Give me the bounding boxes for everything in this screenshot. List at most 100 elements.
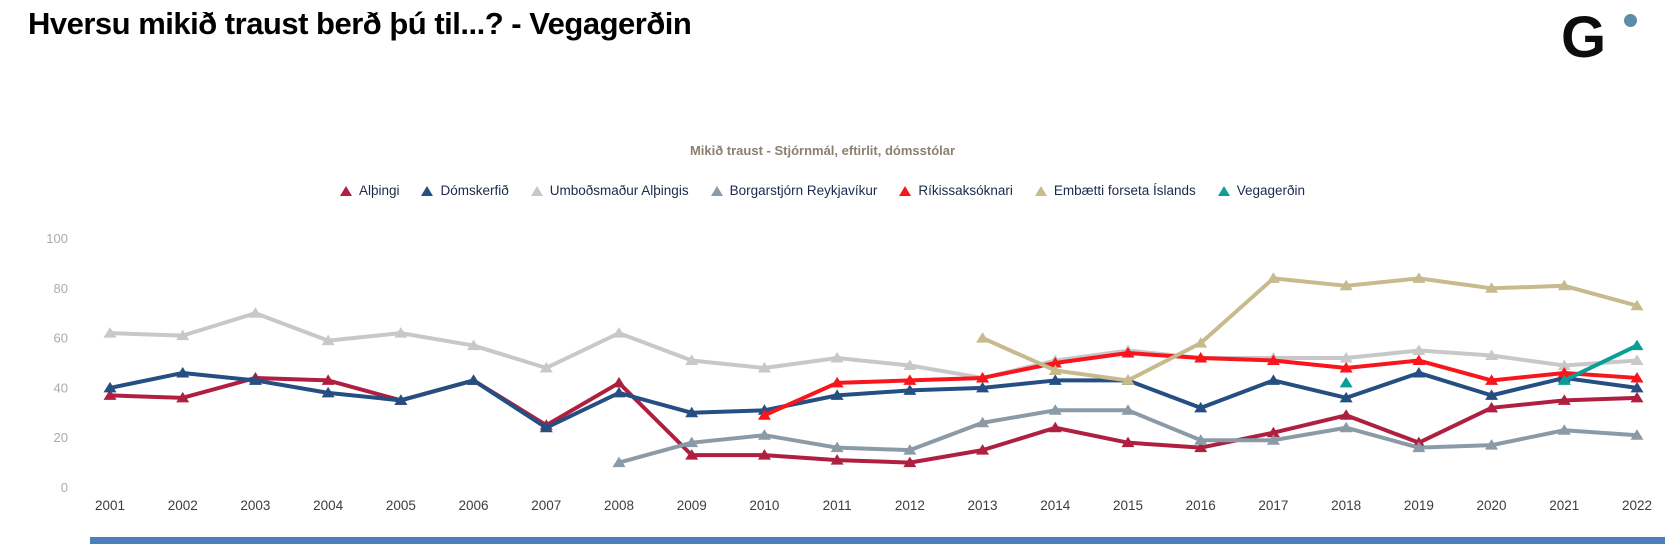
data-point-marker[interactable] <box>1412 344 1426 356</box>
data-point-marker[interactable] <box>1266 426 1280 438</box>
data-point-marker[interactable] <box>539 421 553 433</box>
data-point-marker[interactable] <box>176 329 190 341</box>
data-point-marker[interactable] <box>1557 359 1571 370</box>
data-point-marker[interactable] <box>1194 337 1208 348</box>
data-point-marker[interactable] <box>1048 421 1062 433</box>
data-point-marker[interactable] <box>1630 299 1644 311</box>
data-point-marker[interactable] <box>1339 352 1353 363</box>
data-point-marker[interactable] <box>1266 272 1280 283</box>
legend-item-2[interactable]: Dómskerfið <box>421 183 509 198</box>
data-point-marker[interactable] <box>394 394 408 405</box>
data-point-marker[interactable] <box>394 327 408 338</box>
data-point-marker[interactable] <box>903 359 917 370</box>
data-point-marker[interactable] <box>1339 409 1353 420</box>
data-point-marker[interactable] <box>757 449 771 460</box>
data-point-marker[interactable] <box>1630 371 1644 383</box>
data-point-marker[interactable] <box>176 391 190 403</box>
data-point-marker[interactable] <box>830 441 844 453</box>
data-point-marker[interactable] <box>903 384 917 395</box>
data-point-marker[interactable] <box>685 354 699 366</box>
data-point-marker[interactable] <box>685 449 699 460</box>
data-point-marker[interactable] <box>976 444 990 455</box>
data-point-marker[interactable] <box>1630 354 1644 366</box>
data-point-marker[interactable] <box>612 376 626 388</box>
data-point-marker[interactable] <box>612 456 626 468</box>
data-point-marker[interactable] <box>1485 349 1499 361</box>
data-point-marker[interactable] <box>1630 381 1644 393</box>
legend-item-5[interactable]: Ríkissaksóknari <box>899 183 1013 198</box>
data-point-marker[interactable] <box>1412 354 1426 366</box>
data-point-marker[interactable] <box>1412 272 1426 283</box>
data-point-marker[interactable] <box>830 352 844 363</box>
data-point-marker[interactable] <box>1194 352 1208 363</box>
data-point-marker[interactable] <box>248 374 262 385</box>
data-point-marker[interactable] <box>903 444 917 455</box>
legend-item-7[interactable]: Vegagerðin <box>1217 183 1305 198</box>
data-point-marker[interactable] <box>757 409 771 420</box>
data-point-marker[interactable] <box>1339 391 1353 403</box>
data-point-marker[interactable] <box>321 374 335 385</box>
data-point-marker[interactable] <box>176 366 190 378</box>
data-point-marker[interactable] <box>830 389 844 400</box>
data-point-marker[interactable] <box>1485 282 1499 293</box>
data-point-marker[interactable] <box>1194 434 1208 445</box>
data-point-marker[interactable] <box>1121 436 1135 448</box>
data-point-marker[interactable] <box>1266 354 1280 366</box>
data-point-marker[interactable] <box>612 386 626 398</box>
data-point-marker[interactable] <box>467 339 481 351</box>
legend-item-1[interactable]: Alþingi <box>339 183 399 198</box>
data-point-marker[interactable] <box>830 376 844 388</box>
data-point-marker[interactable] <box>976 371 990 383</box>
data-point-marker[interactable] <box>757 361 771 373</box>
data-point-marker[interactable] <box>976 416 990 428</box>
legend-item-4[interactable]: Borgarstjórn Reykjavíkur <box>710 183 877 198</box>
data-point-marker[interactable] <box>1485 401 1499 413</box>
data-point-marker[interactable] <box>1557 366 1571 378</box>
data-point-marker[interactable] <box>1266 374 1280 385</box>
data-point-marker[interactable] <box>1630 391 1644 403</box>
data-point-marker[interactable] <box>1557 424 1571 435</box>
data-point-marker[interactable] <box>1048 364 1062 375</box>
data-point-marker[interactable] <box>1121 374 1135 385</box>
data-point-marker[interactable] <box>1121 347 1135 358</box>
data-point-marker[interactable] <box>903 374 917 385</box>
data-point-marker[interactable] <box>1630 339 1644 351</box>
data-point-marker[interactable] <box>1048 357 1062 368</box>
data-point-marker[interactable] <box>103 327 117 338</box>
data-point-marker[interactable] <box>685 406 699 418</box>
data-point-marker[interactable] <box>976 332 990 343</box>
data-point-marker[interactable] <box>1266 434 1280 445</box>
data-point-marker[interactable] <box>1412 366 1426 378</box>
data-point-marker[interactable] <box>321 334 335 346</box>
data-point-marker[interactable] <box>467 374 481 385</box>
data-point-marker[interactable] <box>1121 404 1135 415</box>
data-point-marker[interactable] <box>685 436 699 448</box>
data-point-marker[interactable] <box>1412 441 1426 453</box>
legend-item-3[interactable]: Umboðsmaður Alþingis <box>530 183 689 198</box>
data-point-marker[interactable] <box>1339 376 1353 388</box>
data-point-marker[interactable] <box>976 381 990 393</box>
data-point-marker[interactable] <box>1557 394 1571 405</box>
data-point-marker[interactable] <box>321 386 335 398</box>
data-point-marker[interactable] <box>1339 421 1353 433</box>
data-point-marker[interactable] <box>612 327 626 338</box>
data-point-marker[interactable] <box>830 454 844 465</box>
data-point-marker[interactable] <box>1485 389 1499 400</box>
data-point-marker[interactable] <box>1630 429 1644 440</box>
data-point-marker[interactable] <box>903 456 917 468</box>
data-point-marker[interactable] <box>1485 374 1499 385</box>
data-point-marker[interactable] <box>1485 439 1499 450</box>
data-point-marker[interactable] <box>103 381 117 393</box>
data-point-marker[interactable] <box>103 389 117 400</box>
data-point-marker[interactable] <box>248 307 262 318</box>
data-point-marker[interactable] <box>1339 279 1353 291</box>
data-point-marker[interactable] <box>1048 404 1062 415</box>
data-point-marker[interactable] <box>757 429 771 440</box>
data-point-marker[interactable] <box>1194 441 1208 453</box>
data-point-marker[interactable] <box>1048 374 1062 385</box>
data-point-marker[interactable] <box>1557 374 1571 385</box>
data-point-marker[interactable] <box>1339 361 1353 373</box>
data-point-marker[interactable] <box>1194 401 1208 413</box>
data-point-marker[interactable] <box>1557 279 1571 291</box>
legend-item-6[interactable]: Embætti forseta Íslands <box>1034 183 1196 198</box>
